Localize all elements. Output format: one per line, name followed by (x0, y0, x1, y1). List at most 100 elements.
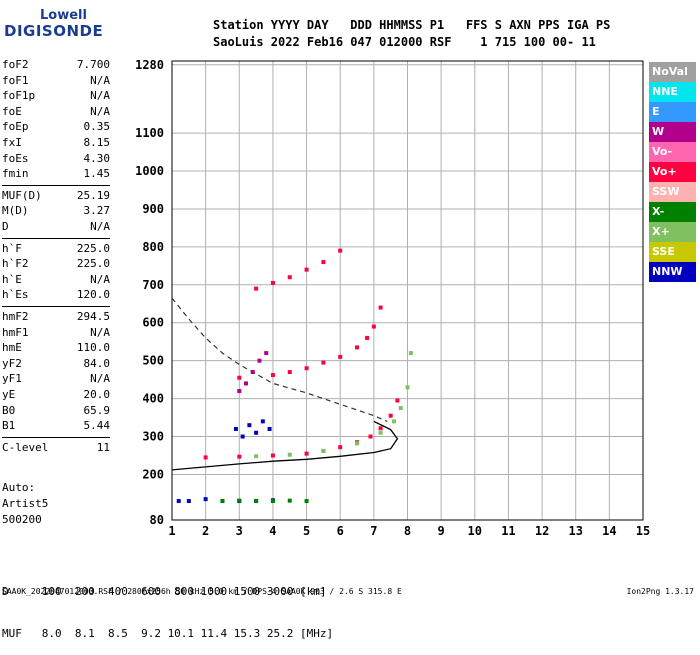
muf-value-row: MUF 8.0 8.1 8.5 9.2 10.1 11.4 15.3 25.2 … (2, 627, 334, 640)
echo-point (264, 351, 269, 356)
param-row: foF1p N/A (2, 88, 110, 104)
param-key: yF1 (2, 372, 22, 386)
legend-item: SSE (649, 242, 696, 262)
echo-point (321, 360, 326, 365)
param-value: 84.0 (83, 356, 111, 370)
echo-point (355, 441, 360, 446)
param-row: yF2 84.0 (2, 356, 110, 372)
param-value: 20.0 (83, 388, 111, 401)
param-value: 225.0 (76, 241, 110, 255)
param-row: foEp 0.35 (2, 119, 110, 135)
param-key: yE (2, 388, 16, 401)
param-row: MUF(D) 25.19 (2, 188, 110, 204)
y-tick-label: 600 (142, 316, 164, 330)
echo-point (237, 375, 242, 380)
param-key: hmE (2, 341, 22, 355)
header-labels: Station YYYY DAY DDD HHMMSS P1 FFS S AXN… (213, 18, 611, 32)
x-tick-label: 2 (202, 524, 209, 538)
echo-point (237, 389, 242, 394)
x-tick-label: 6 (337, 524, 344, 538)
y-tick-label: 1000 (135, 164, 164, 178)
echo-point (270, 499, 275, 504)
param-value: 294.5 (76, 310, 110, 323)
x-tick-label: 7 (370, 524, 377, 538)
param-separator (2, 436, 110, 438)
echo-point (254, 286, 259, 291)
param-key: hmF1 (2, 325, 29, 339)
param-value: N/A (90, 272, 110, 286)
param-separator (2, 306, 110, 307)
legend-item: X+ (649, 222, 696, 242)
param-value: 1.45 (83, 167, 111, 181)
param-value: 11 (96, 440, 110, 454)
param-key: MUF(D) (2, 188, 42, 202)
legend-item: X- (649, 202, 696, 222)
echo-point (240, 434, 245, 439)
param-row: foEs 4.30 (2, 151, 110, 167)
auto-block: Auto: Artist5 500200 (2, 480, 48, 528)
param-key: D (2, 220, 9, 233)
param-row: h`Es 120.0 (2, 287, 110, 303)
echo-point (176, 499, 181, 504)
param-value: N/A (90, 372, 110, 386)
y-tick-label: 80 (150, 513, 164, 527)
x-tick-label: 1 (168, 524, 175, 538)
echo-point (338, 354, 343, 359)
echo-point (304, 267, 309, 272)
param-row: fxI 8.15 (2, 135, 110, 151)
param-separator (2, 184, 110, 186)
echo-point (254, 499, 259, 504)
param-row: hmF1 N/A (2, 325, 110, 341)
param-row: foF2 7.700 (2, 57, 110, 73)
echo-point (321, 260, 326, 265)
param-value: N/A (90, 89, 110, 103)
plot-frame (171, 60, 644, 521)
param-separator (2, 237, 110, 239)
param-value: 5.44 (83, 419, 111, 433)
logo-digisonde: DIGISONDE (4, 22, 104, 40)
param-value: 120.0 (76, 288, 110, 302)
echo-point (287, 498, 292, 503)
y-tick-label: 700 (142, 278, 164, 292)
echo-point (378, 305, 383, 310)
legend-item: NNW (649, 262, 696, 282)
echo-point (378, 430, 383, 435)
param-row: hmF2 294.5 (2, 309, 110, 325)
echo-point (237, 454, 242, 459)
x-tick-label: 12 (535, 524, 549, 538)
echo-point (304, 499, 309, 504)
param-value: 7.700 (76, 58, 110, 71)
x-tick-label: 5 (303, 524, 310, 538)
legend-item: NNE (649, 82, 696, 102)
x-tick-label: 11 (501, 524, 515, 538)
ionogram-chart: 1 2 3 4 5 6 7 8 9 10 11 12 13 14 158020030040050060070… (135, 58, 650, 538)
param-key: hmF2 (2, 310, 29, 323)
param-key: foF2 (2, 58, 29, 71)
digisonde-logo: Lowell DIGISONDE (4, 8, 114, 48)
echo-point (270, 373, 275, 378)
param-value: 4.30 (83, 151, 111, 165)
param-value: N/A (90, 220, 110, 233)
echo-point (338, 445, 343, 450)
param-row: hmE 110.0 (2, 340, 110, 356)
footer-info: SAA0K_2022047012000.RSF / 280fx256h 50 k… (2, 587, 402, 596)
echo-point (304, 366, 309, 371)
x-tick-label: 15 (636, 524, 650, 538)
param-key: foEs (2, 151, 29, 165)
echo-point (321, 448, 326, 453)
y-tick-label: 800 (142, 240, 164, 254)
param-row: yE 20.0 (2, 387, 110, 403)
x-tick-label: 14 (602, 524, 616, 538)
param-row: h`E N/A (2, 272, 110, 288)
param-value: 110.0 (76, 341, 110, 355)
echo-point (392, 419, 397, 424)
param-value: N/A (90, 73, 110, 87)
param-row: fmin 1.45 (2, 166, 110, 182)
param-row: foE N/A (2, 104, 110, 120)
param-key: h`F (2, 241, 22, 255)
echo-point (287, 370, 292, 375)
y-tick-label: 1100 (135, 126, 164, 140)
muf-table: D 100 200 400 600 800 1000 1500 3000 [km… (2, 557, 333, 655)
x-tick-label: 8 (404, 524, 411, 538)
legend-item: E (649, 102, 696, 122)
